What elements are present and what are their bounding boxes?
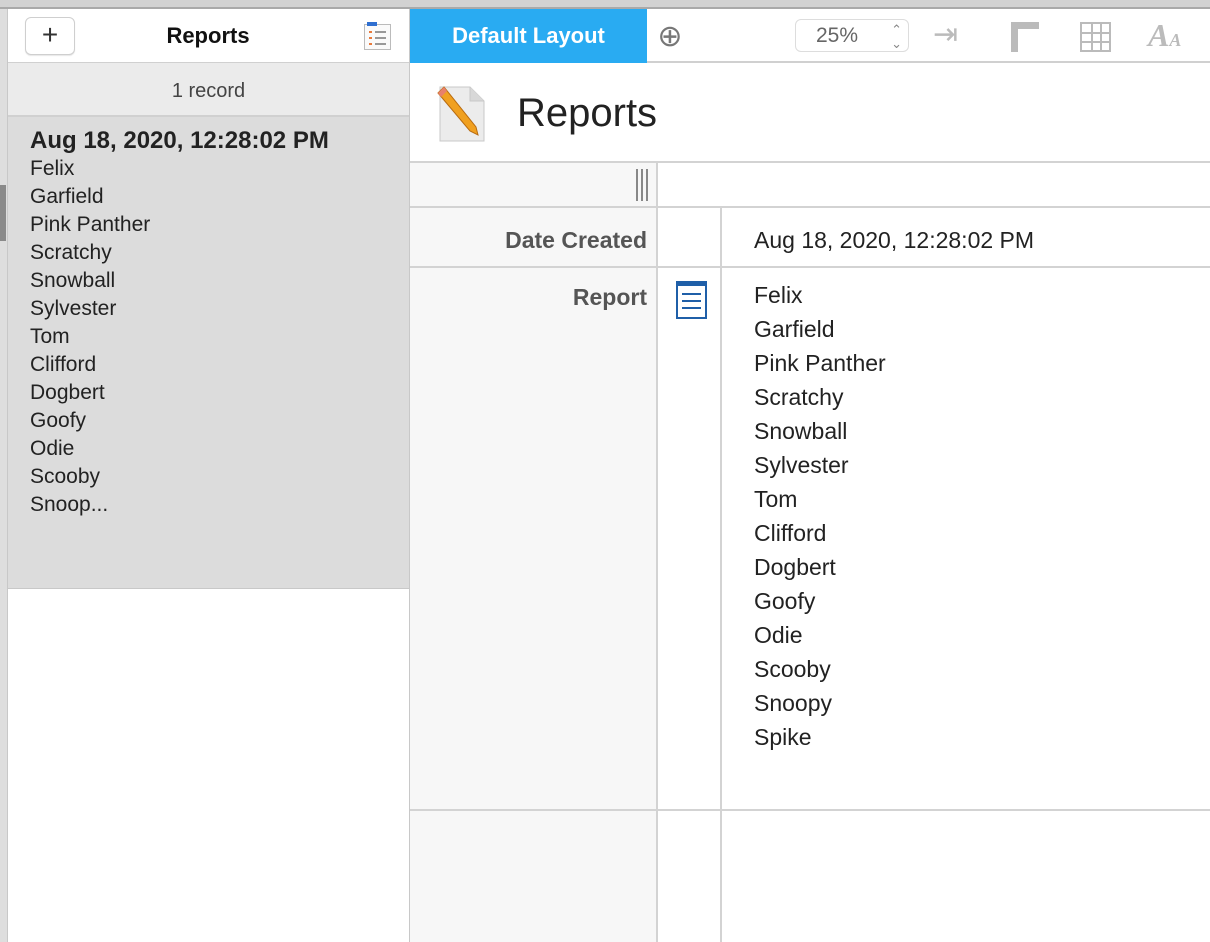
- window-top-band: [0, 0, 1210, 9]
- report-line: Goofy: [754, 588, 816, 614]
- report-line: Snowball: [754, 418, 848, 444]
- divider: [656, 162, 658, 942]
- divider: [410, 161, 1210, 163]
- layout-toolbar: ⊕ 25% ⌃ ⌄ ⇥ AA: [647, 9, 1210, 63]
- sidebar: + Reports 1 record Aug 18, 2020, 12:28:0…: [8, 9, 410, 942]
- record-name: Goofy: [30, 409, 87, 432]
- list-view-icon[interactable]: [364, 22, 391, 50]
- report-line: Sylvester: [754, 452, 849, 478]
- divider: [720, 207, 722, 942]
- record-card[interactable]: Aug 18, 2020, 12:28:02 PM Felix Garfield P…: [8, 117, 409, 589]
- record-name: Scratchy: [30, 241, 112, 264]
- field-label-report: Report: [572, 284, 647, 310]
- add-record-button[interactable]: +: [25, 17, 75, 55]
- report-line: Dogbert: [754, 554, 836, 580]
- tab-order-icon[interactable]: ⇥: [933, 18, 959, 51]
- scrollbar-thumb[interactable]: [0, 185, 6, 241]
- report-line: Tom: [754, 486, 798, 512]
- sidebar-title: Reports: [166, 23, 250, 48]
- text-document-icon: [676, 281, 707, 319]
- divider: [410, 266, 1210, 268]
- record-name: Snoop...: [30, 493, 109, 516]
- record-name: Odie: [30, 437, 75, 460]
- divider: [410, 206, 1210, 208]
- column-resize-handle[interactable]: [636, 169, 648, 201]
- report-line: Scratchy: [754, 384, 844, 410]
- add-layout-button[interactable]: ⊕: [657, 20, 683, 53]
- report-line: Clifford: [754, 520, 827, 546]
- ruler-icon[interactable]: [1011, 22, 1039, 52]
- font-icon[interactable]: AA: [1148, 17, 1182, 53]
- document-pencil-icon: [437, 86, 485, 142]
- record-name: Tom: [30, 325, 70, 348]
- layout-content: Reports Date Created Aug 18, 2020, 12:28…: [410, 63, 1210, 942]
- record-name: Dogbert: [30, 381, 105, 404]
- field-value-report[interactable]: Felix Garfield Pink Panther Scratchy Snowbal…: [754, 278, 886, 754]
- record-name: Clifford: [30, 353, 97, 376]
- record-date: Aug 18, 2020, 12:28:02 PM: [30, 127, 329, 154]
- field-value-date-created[interactable]: Aug 18, 2020, 12:28:02 PM: [754, 227, 1035, 253]
- left-strip: [0, 9, 8, 942]
- record-count: 1 record: [8, 63, 409, 117]
- grid-icon[interactable]: [1080, 22, 1111, 52]
- stepper-arrows-icon[interactable]: ⌃ ⌄: [891, 22, 902, 51]
- report-line: Snoopy: [754, 690, 833, 716]
- record-name: Scooby: [30, 465, 101, 488]
- record-name: Sylvester: [30, 297, 117, 320]
- report-line: Spike: [754, 724, 812, 750]
- field-label-date-created: Date Created: [505, 227, 647, 253]
- tab-default-layout[interactable]: Default Layout: [410, 9, 647, 63]
- record-name: Felix: [30, 157, 75, 180]
- record-name: Pink Panther: [30, 213, 151, 236]
- record-name: Snowball: [30, 269, 116, 292]
- zoom-value: 25%: [816, 24, 859, 47]
- report-line: Felix: [754, 282, 803, 308]
- sidebar-header: + Reports: [8, 9, 409, 63]
- page-title: Reports: [517, 91, 658, 135]
- zoom-stepper[interactable]: 25% ⌃ ⌄: [795, 19, 909, 52]
- report-line: Pink Panther: [754, 350, 886, 376]
- divider: [410, 809, 1210, 811]
- report-line: Garfield: [754, 316, 835, 342]
- report-line: Odie: [754, 622, 803, 648]
- report-line: Scooby: [754, 656, 831, 682]
- label-column: [410, 162, 657, 942]
- record-name: Garfield: [30, 185, 104, 208]
